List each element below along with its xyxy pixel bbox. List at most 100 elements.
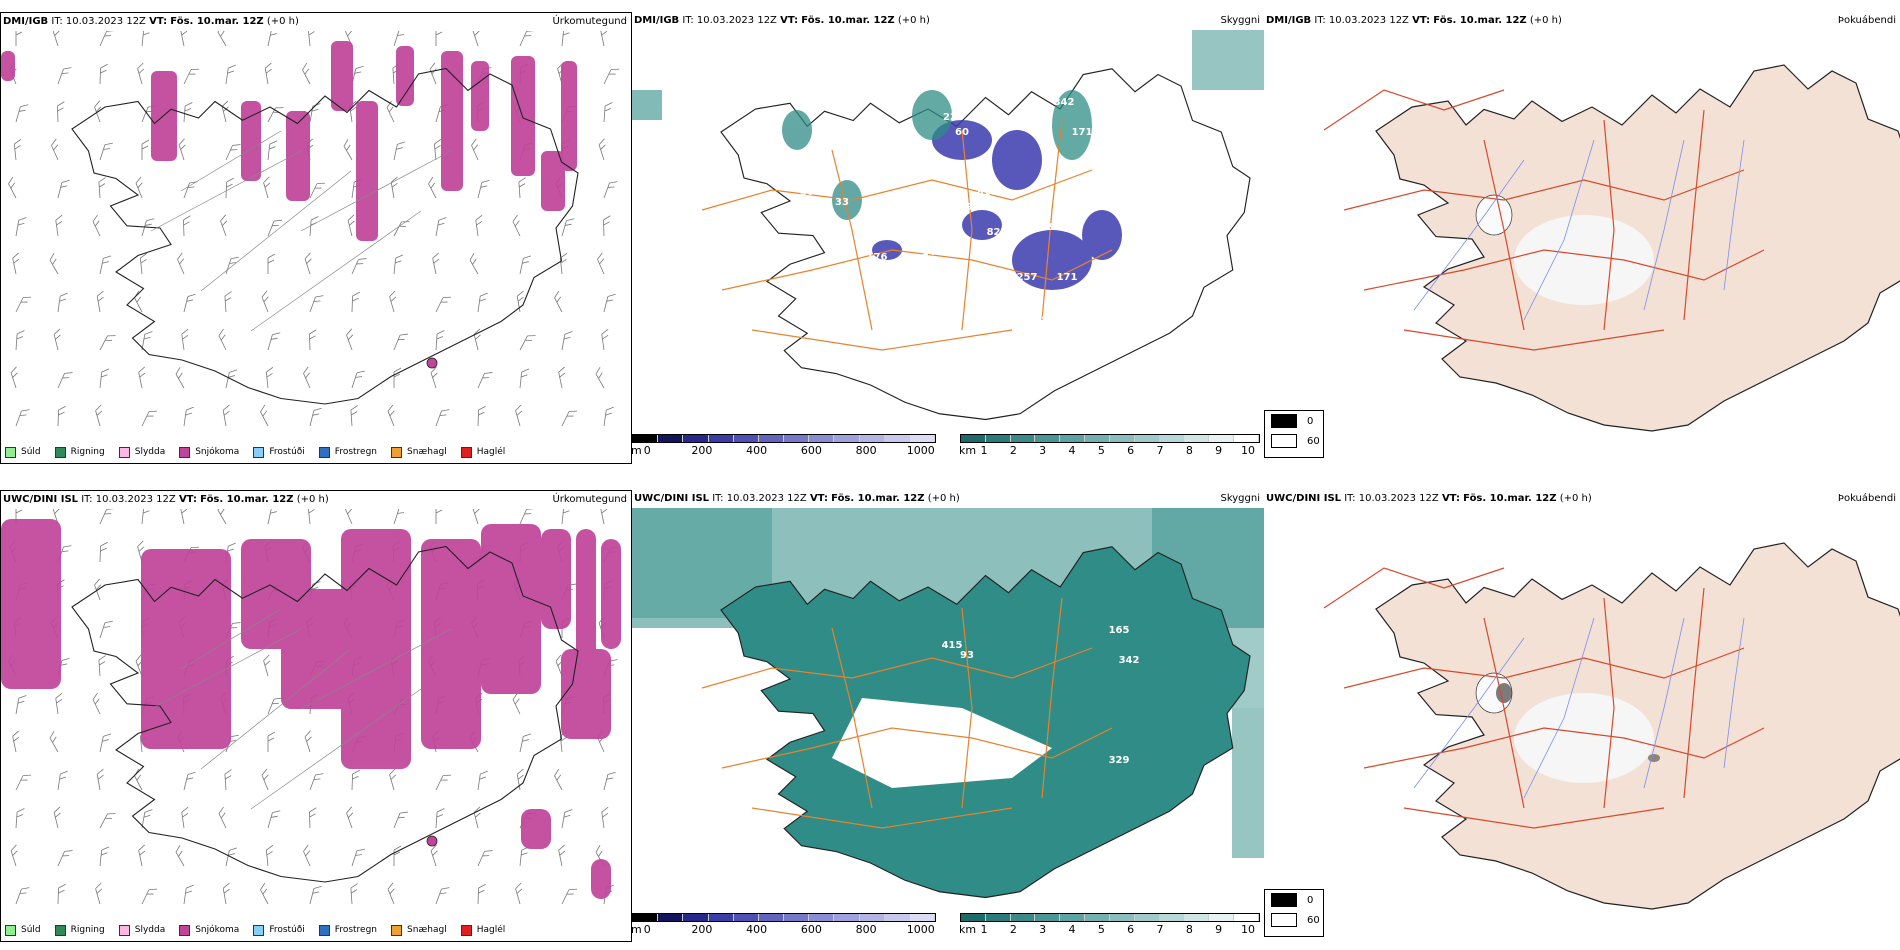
scale-swatch <box>1085 914 1110 921</box>
precip-legend-item: Frostregn <box>318 446 377 458</box>
fog-map <box>1323 64 1900 432</box>
scale-swatch <box>784 435 810 442</box>
scale-swatch <box>1085 435 1110 442</box>
scale-tick-label: 6 <box>1127 923 1135 936</box>
visibility-value-label: 342 <box>1119 655 1140 666</box>
scale-swatch <box>884 914 910 921</box>
scale-swatch <box>1109 435 1135 442</box>
panel-header: UWC/DINI ISL IT: 10.03.2023 12Z VT: Fös.… <box>1 491 631 509</box>
precip-map <box>1 31 620 427</box>
panel-title: Úrkomutegund <box>552 16 627 27</box>
legend-swatch <box>318 924 330 936</box>
cloud-legend: 0 60 <box>1264 410 1324 458</box>
scale-tick-label: 4 <box>1068 444 1076 457</box>
legend-label: Súld <box>21 447 41 457</box>
scale-tick-label: 1 <box>980 923 988 936</box>
panel-title: Þokuábendi <box>1837 493 1896 504</box>
legend-swatch <box>5 924 16 936</box>
legend-label: Rigning <box>70 447 105 457</box>
legend-label: 60 <box>1307 914 1320 926</box>
scale-swatch <box>1109 914 1135 921</box>
ceiling-scale: 0 200 400 600 800 1000 m <box>631 913 936 943</box>
precip-legend: Súld Rigning Slydda Snjókoma Frostúði Frostre… <box>5 923 515 937</box>
scale-tick-label: 2 <box>1009 923 1017 936</box>
scale-swatch <box>658 435 684 442</box>
scale-swatch <box>708 435 734 442</box>
precip-legend-item: Súld <box>5 446 41 458</box>
visibility-value-label: 990 <box>878 715 899 726</box>
legend-label: Frostúði <box>269 447 305 457</box>
scale-tick-label: 1 <box>980 444 988 457</box>
visibility-value-label: 137 <box>1092 272 1113 283</box>
scale-swatch <box>658 914 684 921</box>
scale-swatch <box>1060 914 1086 921</box>
precip-map <box>1 509 621 905</box>
visibility-value-label: 436 <box>1042 312 1063 323</box>
scale-tick-label: 8 <box>1185 923 1193 936</box>
scale-tick-label: 9 <box>1215 923 1223 936</box>
legend-label: 0 <box>1307 415 1314 427</box>
scale-swatch <box>834 435 860 442</box>
scale-tick-label: 0 <box>643 444 651 457</box>
legend-swatch <box>253 924 265 936</box>
scale-swatch <box>784 914 810 921</box>
legend-label: Haglél <box>476 447 506 457</box>
fog-panel-bottom: UWC/DINI ISL IT: 10.03.2023 12Z VT: Fös.… <box>1264 490 1900 942</box>
scale-tick-label: 7 <box>1156 444 1164 457</box>
precip-legend-item: Frostúði <box>253 924 305 936</box>
visibility-value-label: 18 <box>820 232 834 243</box>
legend-swatch <box>1271 893 1297 907</box>
scale-tick-label: 4 <box>1068 923 1076 936</box>
legend-label: Slydda <box>134 925 166 935</box>
visibility-value-label: 827 <box>987 227 1008 238</box>
scale-swatch <box>1134 914 1160 921</box>
legend-swatch <box>54 924 66 936</box>
cloud-legend-item: 0 <box>1265 411 1323 431</box>
legend-swatch <box>5 446 16 458</box>
legend-swatch <box>253 446 265 458</box>
scale-swatch <box>985 435 1011 442</box>
scale-swatch <box>961 435 986 442</box>
scale-tick-label: 1000 <box>906 923 935 936</box>
scale-tick-label: 600 <box>800 923 822 936</box>
scale-tick-label: 800 <box>855 444 877 457</box>
panel-header: DMI/IGB IT: 10.03.2023 12Z VT: Fös. 10.m… <box>1 13 631 31</box>
precip-legend-item: Haglél <box>460 924 506 936</box>
panel-header: UWC/DINI ISL IT: 10.03.2023 12Z VT: Fös.… <box>1264 490 1900 508</box>
scale-swatch <box>1184 914 1210 921</box>
legend-label: Snæhagl <box>407 447 447 457</box>
scale-swatch <box>1234 435 1259 442</box>
scale-swatch <box>1234 914 1259 921</box>
scale-swatch <box>1010 435 1036 442</box>
scale-tick-label: 1000 <box>906 444 935 457</box>
legend-swatch <box>318 446 330 458</box>
legend-label: 0 <box>1307 894 1314 906</box>
scale-unit: m <box>631 923 642 936</box>
scale-tick-label: 5 <box>1097 923 1105 936</box>
legend-swatch <box>179 924 191 936</box>
scale-tick-label: 200 <box>691 444 713 457</box>
scale-tick-label: 7 <box>1156 923 1164 936</box>
visibility-value-label: 415 <box>942 640 963 651</box>
precip-legend-item: Snjókoma <box>179 924 239 936</box>
scale-swatch <box>1184 435 1210 442</box>
scale-swatch <box>859 914 885 921</box>
scale-swatch <box>909 435 936 442</box>
visibility-panel-bottom: UWC/DINI ISL IT: 10.03.2023 12Z VT: Fös.… <box>632 490 1264 942</box>
legend-label: Haglél <box>476 925 506 935</box>
visibility-value-label: 176 <box>867 252 888 263</box>
panel-title: Þokuábendi <box>1837 15 1896 26</box>
scale-tick-label: 10 <box>1241 923 1255 936</box>
visibility-value-label: 854 <box>998 207 1019 218</box>
scale-tick-label: 200 <box>691 923 713 936</box>
scale-swatch <box>961 914 986 921</box>
precip-legend-item: Rigning <box>54 924 105 936</box>
scale-swatch <box>708 914 734 921</box>
fog-panel-top: DMI/IGB IT: 10.03.2023 12Z VT: Fös. 10.m… <box>1264 12 1900 464</box>
scale-swatch <box>1159 914 1185 921</box>
precip-legend-item: Haglél <box>460 446 506 458</box>
panel-header: UWC/DINI ISL IT: 10.03.2023 12Z VT: Fös.… <box>632 490 1264 508</box>
scale-swatch <box>985 914 1011 921</box>
scale-tick-label: 8 <box>1185 444 1193 457</box>
scale-swatch <box>859 435 885 442</box>
